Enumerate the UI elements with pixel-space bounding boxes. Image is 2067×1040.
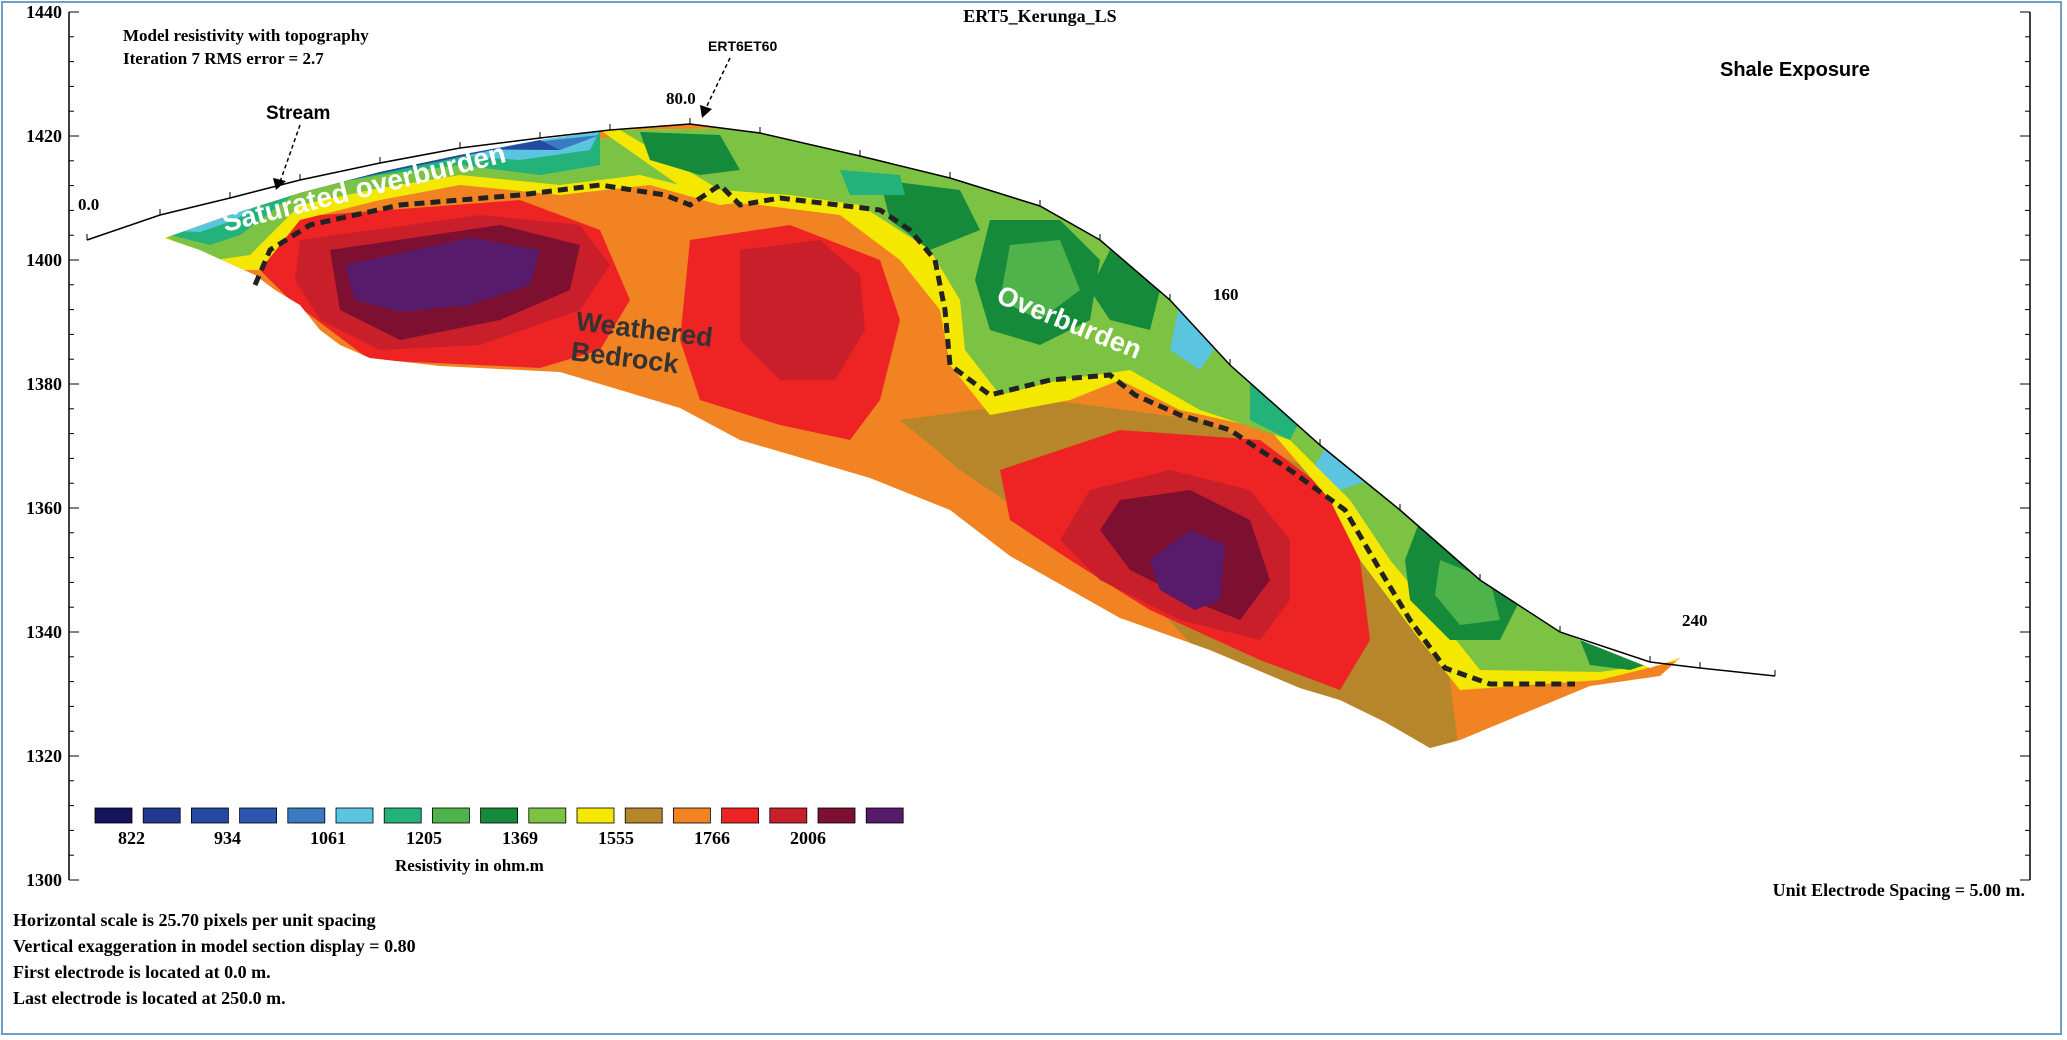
y-axis-right [2020,11,2031,881]
last-electrode-note: Last electrode is located at 250.0 m. [13,988,286,1008]
legend-swatch-7 [431,807,470,824]
distance-label-0: 0.0 [78,195,99,214]
legend-value-1766: 1766 [694,828,730,848]
vertical-exaggeration-note: Vertical exaggeration in model section d… [13,936,416,956]
y-axis-left [68,11,79,881]
legend-value-1555: 1555 [598,828,634,848]
y-tick-label-1400: 1400 [26,250,62,270]
electrode-markers [86,118,1776,676]
y-tick-label-1320: 1320 [26,746,62,766]
legend-swatch-6 [383,807,422,824]
distance-label-80: 80.0 [666,89,696,108]
legend-swatch-8 [480,807,519,824]
y-tick-label-1420: 1420 [26,126,62,146]
distance-label-240: 240 [1682,611,1708,630]
legend-value-934: 934 [214,828,241,848]
legend-value-1061: 1061 [310,828,346,848]
legend-swatch-3 [239,807,278,824]
legend-swatch-14 [769,807,808,824]
first-electrode-note: First electrode is located at 0.0 m. [13,962,271,982]
y-tick-labels: 1440 1420 1400 1380 1360 1340 1320 1300 [26,2,62,890]
shale-exposure-label: Shale Exposure [1720,59,1870,81]
unit-electrode-spacing: Unit Electrode Spacing = 5.00 m. [1773,880,2025,900]
legend-swatch-0 [94,807,133,824]
legend-value-1369: 1369 [502,828,538,848]
y-tick-label-1340: 1340 [26,622,62,642]
legend-value-822: 822 [118,828,145,848]
legend-title: Resistivity in ohm.m [395,856,544,875]
legend-value-labels: 822 934 1061 1205 1369 1555 1766 2006 [118,828,826,848]
y-tick-label-1360: 1360 [26,498,62,518]
stream-label: Stream [266,103,330,124]
legend-swatch-11 [624,807,663,824]
bedrock-boundary-line [252,181,1575,687]
distance-label-160: 160 [1213,285,1239,304]
legend-swatch-1 [142,807,181,824]
legend-value-2006: 2006 [790,828,826,848]
legend-swatch-9 [528,807,567,824]
ert6et60-marker-label: ERT6ET60 [708,38,777,54]
marker-arrow [704,57,731,111]
legend-swatch-13 [721,807,759,824]
stream-arrow [279,124,301,183]
legend-swatch-10 [576,807,615,824]
y-tick-label-1380: 1380 [26,374,62,394]
legend-value-1205: 1205 [406,828,442,848]
chart-title: ERT5_Kerunga_LS [963,6,1116,26]
legend-swatch-4 [287,807,326,824]
y-tick-label-1440: 1440 [26,2,62,22]
model-description: Model resistivity with topography [123,26,369,45]
legend-swatch-5 [335,807,374,824]
legend-swatch-15 [817,807,856,824]
y-tick-label-1300: 1300 [26,870,62,890]
legend-swatch-2 [190,807,229,824]
horizontal-scale-note: Horizontal scale is 25.70 pixels per uni… [13,910,376,930]
iteration-rms-text: Iteration 7 RMS error = 2.7 [123,49,324,68]
legend-swatch-12 [673,807,711,824]
legend-swatch-16 [865,807,904,824]
resistivity-section [165,124,1680,748]
color-legend [94,807,904,824]
